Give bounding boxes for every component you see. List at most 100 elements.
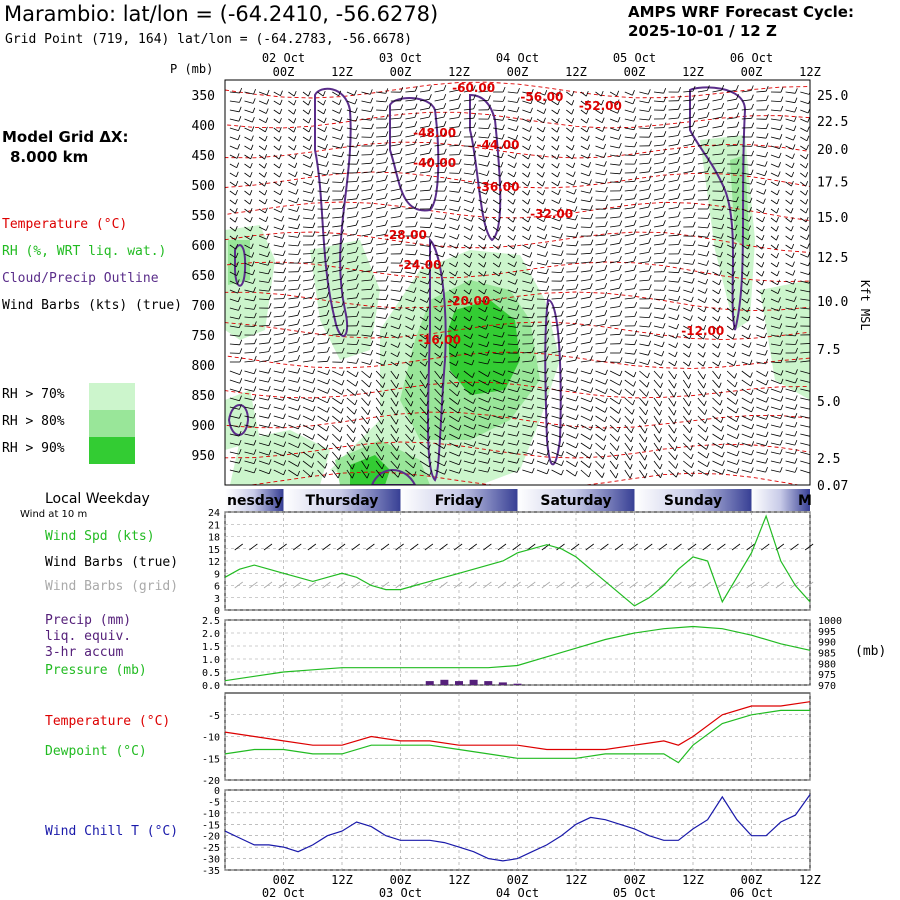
wind-barb <box>449 190 459 193</box>
wind-barb-flag <box>722 176 725 183</box>
wind-barb <box>683 451 692 460</box>
wind-barb-flag <box>484 288 487 295</box>
wind-barb-flag <box>575 257 579 264</box>
wind-barb <box>522 397 532 401</box>
wind-barb-flag <box>647 89 651 95</box>
wind-barb <box>259 333 270 336</box>
wind-barb <box>785 370 796 375</box>
bottom-time-tick: 12Z <box>799 873 821 887</box>
wind-barb-flag <box>718 297 721 304</box>
grid-wind-barb <box>731 581 741 589</box>
wind-barb-flag <box>722 167 725 173</box>
wind-barb-flag <box>677 121 681 127</box>
wind-barb-flag <box>765 86 769 92</box>
wind-barb-flag <box>236 279 240 285</box>
wind-barb-flag <box>297 470 300 477</box>
station-title: Marambio: lat/lon = (-64.2410, -56.6278) <box>4 2 439 26</box>
wind-barb-flag <box>516 322 520 328</box>
wind-barb <box>551 333 562 336</box>
wind-barb-flag <box>692 202 696 209</box>
wind-barb-flag <box>283 302 286 308</box>
wind-barb-flag <box>322 90 326 97</box>
wind-barb-flag <box>688 400 692 407</box>
wind-barb-flag <box>253 304 257 310</box>
wind-barb <box>522 100 532 104</box>
wind-barb-flag <box>779 134 783 140</box>
wind-barb-flag <box>706 102 710 109</box>
grid-wind-barb <box>570 581 580 589</box>
wind-barb-flag <box>312 231 316 237</box>
wind-barb-flag <box>750 380 754 387</box>
wind-barb-flag <box>488 405 491 412</box>
bottom-date-label: 04 Oct <box>496 886 539 900</box>
wind-barb-flag <box>717 351 721 358</box>
wind-barb-flag <box>311 196 315 203</box>
wind-barb-flag <box>355 124 359 131</box>
wind-barb <box>478 172 488 176</box>
wind-barb-flag <box>498 261 502 268</box>
wind-barb-flag <box>619 177 623 183</box>
wind-barb-flag <box>805 199 809 205</box>
wind-barb <box>566 397 577 402</box>
wind-barb <box>536 190 544 196</box>
wind-barb <box>229 289 238 294</box>
wind-barb-flag <box>619 292 622 298</box>
wind-barb-flag <box>732 333 736 340</box>
wind-barb-flag <box>249 208 253 214</box>
wind-barb <box>332 118 341 123</box>
wind-barb <box>800 208 807 214</box>
wind-barb-flag <box>517 87 520 94</box>
wind-barb <box>653 162 664 165</box>
wind-barb <box>317 314 327 318</box>
wind-barb-flag <box>487 431 491 438</box>
wind-barb <box>376 316 386 319</box>
wind-barb-flag <box>384 201 388 208</box>
wind-barb-flag <box>736 177 740 184</box>
wind-barb-flag <box>297 283 301 290</box>
wind-barb <box>463 99 474 102</box>
wind-barb <box>609 127 619 132</box>
wind-barb-flag <box>443 443 447 449</box>
wind-barb <box>580 351 591 354</box>
pressure-ytick-right: 1000 <box>818 616 842 627</box>
top-time-tick: 12Z <box>448 65 470 79</box>
wind-barb <box>405 334 413 340</box>
wind-barb-flag <box>688 392 692 398</box>
wind-barb <box>507 460 518 464</box>
wind-barb <box>375 469 383 479</box>
wind-barb <box>712 424 722 432</box>
wind-barb-flag <box>339 117 343 123</box>
wind-barb <box>756 172 765 177</box>
wind-barb-flag <box>454 307 458 313</box>
wind-barb-flag <box>674 351 678 357</box>
wind-barb <box>361 352 371 356</box>
grid-wind-barb <box>483 581 492 589</box>
wind-barb <box>683 170 693 174</box>
wind-barb <box>288 154 295 160</box>
wind-barb-flag <box>532 321 535 327</box>
wind-barb <box>785 442 795 446</box>
wind-barb <box>800 244 808 249</box>
wind-barb-flag <box>265 216 269 222</box>
wind-barb-flag <box>472 85 476 91</box>
wind-barb-flag <box>546 294 550 300</box>
wind-barb <box>288 442 299 449</box>
wind-barb-flag <box>338 445 342 451</box>
wind-barb-flag <box>765 466 768 473</box>
wind-barb-flag <box>237 287 241 294</box>
wind-barb <box>463 388 474 396</box>
wind-barb <box>492 280 500 286</box>
wind-barb <box>302 217 313 220</box>
wind-barb <box>346 109 356 114</box>
wind-barb-flag <box>254 321 257 327</box>
wind-barb-flag <box>560 319 564 325</box>
wind-barb-flag <box>619 310 623 316</box>
wind-barb <box>522 217 529 223</box>
wind-barb <box>624 180 635 183</box>
surface-wind-barb <box>336 543 346 551</box>
chill-panel-ytick: -5 <box>208 797 220 808</box>
wind-barb-flag <box>585 91 589 97</box>
wind-barb <box>302 109 309 115</box>
wind-barb <box>580 100 587 106</box>
wind-barb-flag <box>573 180 577 186</box>
